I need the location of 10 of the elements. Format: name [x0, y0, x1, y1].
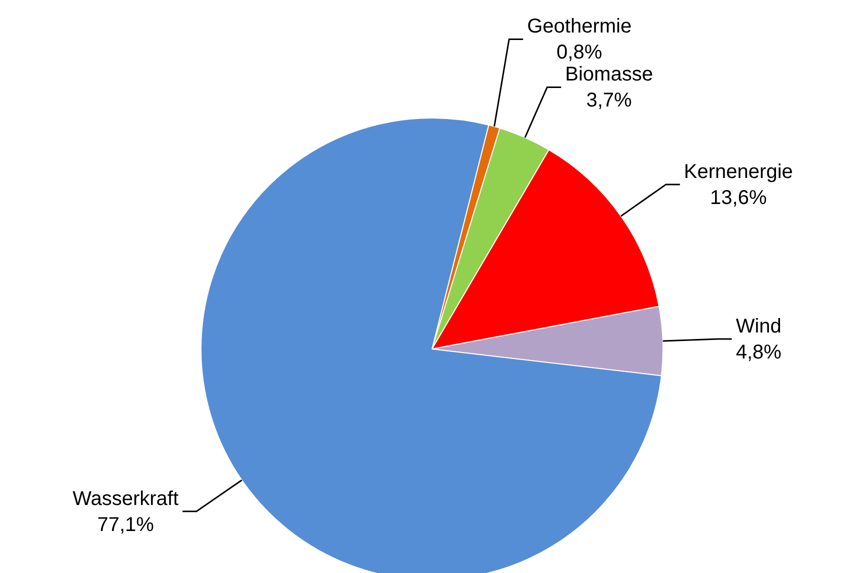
slice-label: Geothermie [527, 16, 632, 38]
data-label: 4,8% [736, 342, 782, 364]
data-label: 0,8% [556, 42, 602, 64]
slice-label: Wasserkraft [72, 488, 179, 510]
data-label: 3,7% [586, 90, 632, 112]
data-label: 77,1% [97, 514, 154, 536]
slice-label: Kernenergie [684, 160, 793, 183]
data-label: 13,6% [710, 186, 767, 209]
slice-label: Wind [736, 316, 782, 338]
slice-label: Biomasse [565, 64, 653, 86]
